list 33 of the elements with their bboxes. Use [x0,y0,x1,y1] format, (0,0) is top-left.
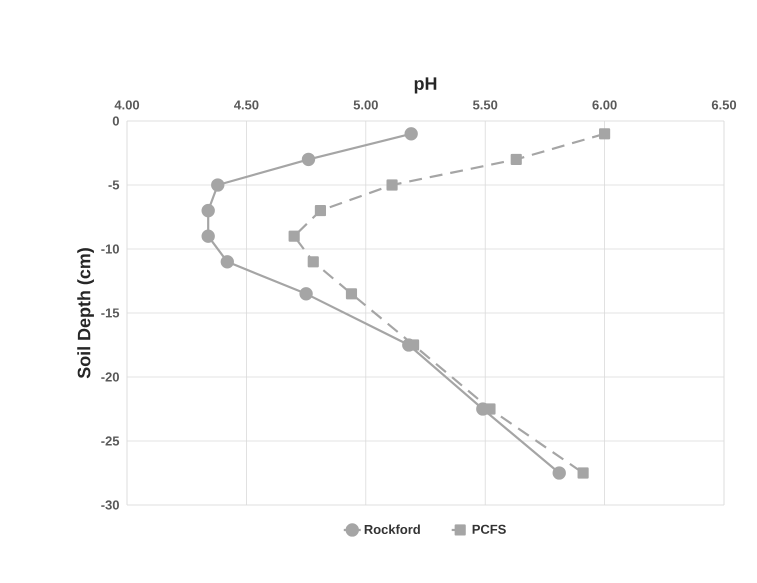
point [288,230,300,242]
point [404,127,418,140]
x-tick-label: 4.00 [114,100,140,110]
x-tick-label: 5.00 [354,100,378,110]
point [346,288,358,300]
x-axis-title: pH [414,77,436,94]
y-tick-label: -10 [101,244,119,254]
point [552,466,566,480]
y-axis-title: Soil Depth (cm) [77,248,94,378]
point [386,179,398,191]
point [220,255,234,268]
point [308,256,319,268]
y-tick-label: -25 [101,436,120,446]
point [202,230,215,243]
point [578,467,589,479]
y-tick-label: -30 [101,500,119,510]
y-tick-label: -5 [108,180,120,190]
y-tick-label: -15 [101,308,120,318]
point [299,287,313,300]
x-tick-label: 4.50 [234,100,258,110]
y-tick-label: 0 [112,116,119,126]
x-tick-label: 6.00 [592,100,617,110]
point [510,154,522,165]
legend-label: Rockford [364,524,420,534]
y-tick-label: -20 [101,372,119,382]
point [599,128,610,140]
point [314,205,326,216]
x-tick-label: 6.50 [712,100,736,110]
point [211,178,224,192]
point [302,152,316,166]
legend-label: PCFS [472,524,506,534]
x-tick-label: 5.50 [473,100,498,110]
point [202,204,215,218]
